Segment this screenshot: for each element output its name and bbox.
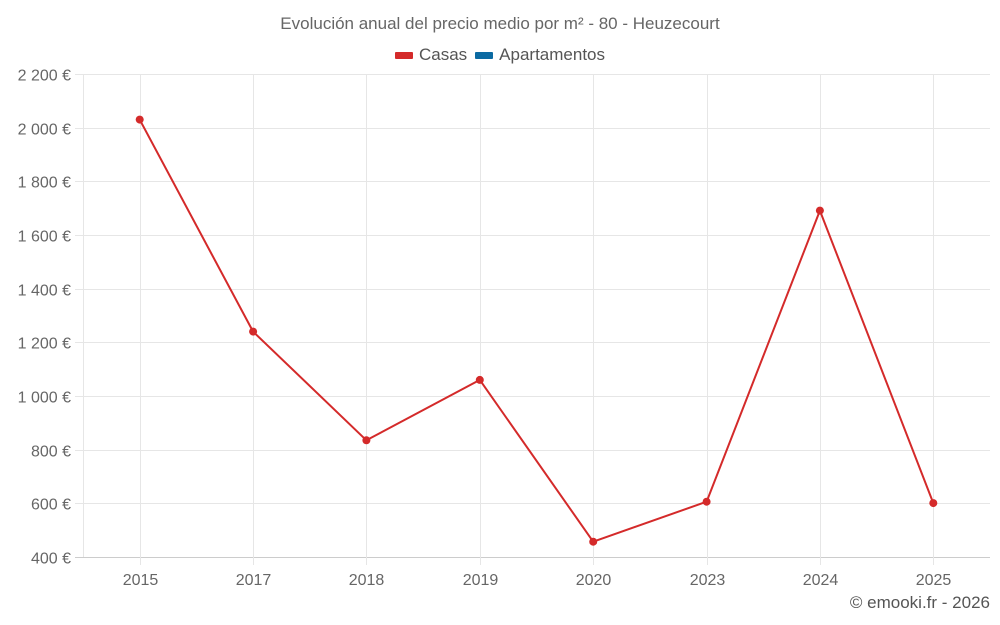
y-tick-label: 400 €	[31, 551, 71, 568]
data-point[interactable]	[815, 206, 824, 215]
legend-swatch-casas-icon	[394, 51, 413, 59]
chart-title: Evolución anual del precio medio por m² …	[280, 14, 720, 33]
x-tick-label: 2015	[123, 572, 159, 589]
y-tick-label: 600 €	[31, 497, 71, 514]
data-point[interactable]	[135, 115, 144, 124]
x-tick-label: 2025	[916, 572, 952, 589]
x-tick-label: 2017	[236, 572, 272, 589]
data-point[interactable]	[362, 436, 371, 445]
x-tick-label: 2023	[690, 572, 726, 589]
legend-label-casas: Casas	[418, 45, 468, 64]
legend-item-casas[interactable]: Casas	[394, 45, 468, 65]
data-point[interactable]	[702, 497, 711, 506]
y-tick-label: 1 600 €	[18, 229, 71, 246]
y-tick-label: 2 000 €	[18, 122, 71, 139]
series-line	[138, 119, 935, 543]
y-tick-label: 1 000 €	[18, 390, 71, 407]
legend-swatch-apartamentos-icon	[475, 51, 494, 59]
data-point[interactable]	[475, 375, 484, 384]
data-point[interactable]	[589, 537, 598, 546]
x-tick-label: 2018	[349, 572, 385, 589]
data-point[interactable]	[249, 327, 258, 336]
y-axis-labels: 400 € 600 € 800 € 1 000 € 1 200 € 1 400 € 1 60…	[18, 68, 71, 568]
y-tick-label: 1 200 €	[18, 336, 71, 353]
y-tick-label: 2 200 €	[18, 68, 71, 85]
x-tick-label: 2020	[576, 572, 612, 589]
series-casas	[135, 115, 938, 546]
legend-item-apartamentos[interactable]: Apartamentos	[475, 45, 605, 65]
chart-legend: Casas Apartamentos	[0, 45, 1000, 65]
grid-lines	[75, 74, 990, 565]
x-tick-label: 2024	[803, 572, 839, 589]
x-axis-labels: 2015 2017 2018 2019 2020 2023 2024 2025	[123, 572, 952, 589]
credit-text: © emooki.fr - 2026	[849, 593, 990, 612]
x-tick-label: 2019	[463, 572, 499, 589]
data-point[interactable]	[929, 499, 938, 508]
legend-label-apartamentos: Apartamentos	[499, 45, 606, 64]
y-tick-label: 1 400 €	[18, 283, 71, 300]
y-tick-label: 800 €	[31, 444, 71, 461]
y-tick-label: 1 800 €	[18, 175, 71, 192]
